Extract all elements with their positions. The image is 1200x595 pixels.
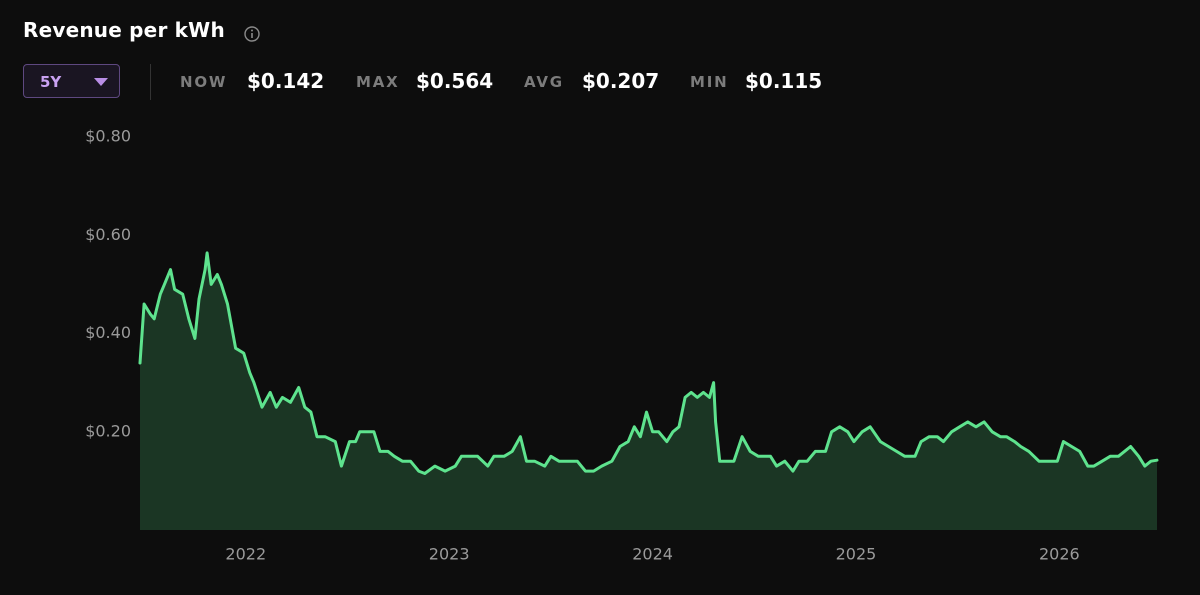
- stat-label: NOW: [180, 73, 228, 91]
- area: [140, 252, 1157, 530]
- info-icon[interactable]: [244, 26, 260, 42]
- dropdown-arrow: [94, 78, 108, 86]
- stat-value: $0.142: [247, 69, 325, 93]
- stat-label: MIN: [690, 73, 729, 91]
- x-tick-label: 2023: [429, 545, 470, 564]
- divider: [150, 64, 151, 100]
- stat-value: $0.115: [745, 69, 823, 93]
- x-tick-label: 2026: [1039, 545, 1080, 564]
- x-tick-label: 2025: [836, 545, 877, 564]
- stat-label: AVG: [524, 73, 564, 91]
- stat-label: MAX: [356, 73, 400, 91]
- stat-value: $0.207: [582, 69, 660, 93]
- stat-value: $0.564: [416, 69, 494, 93]
- y-tick-label: $0.80: [85, 127, 131, 146]
- x-tick-label: 2024: [632, 545, 673, 564]
- range-label: 5Y: [40, 73, 62, 91]
- chart-title: Revenue per kWh: [23, 18, 225, 42]
- y-tick-label: $0.20: [85, 421, 131, 440]
- x-tick-label: 2022: [225, 545, 266, 564]
- range-dropdown[interactable]: 5Y: [23, 64, 120, 98]
- y-tick-label: $0.60: [85, 225, 131, 244]
- y-tick-label: $0.40: [85, 323, 131, 342]
- line: [138, 251, 1159, 475]
